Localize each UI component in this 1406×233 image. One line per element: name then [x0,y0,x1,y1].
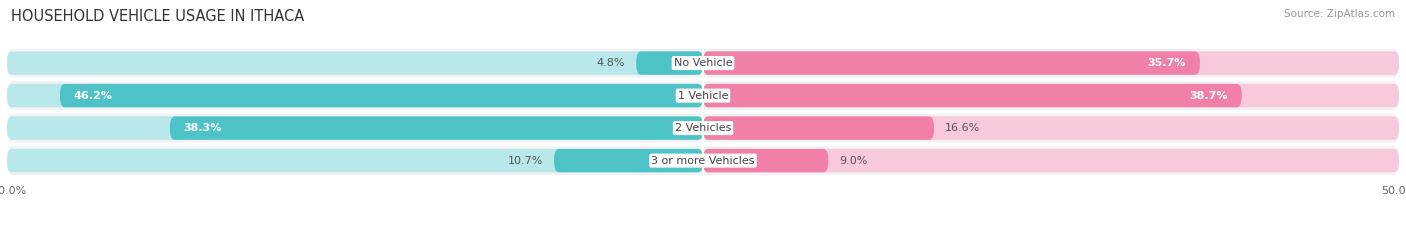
FancyBboxPatch shape [703,116,934,140]
FancyBboxPatch shape [7,114,1399,142]
Text: 3 or more Vehicles: 3 or more Vehicles [651,156,755,166]
Text: 2 Vehicles: 2 Vehicles [675,123,731,133]
FancyBboxPatch shape [7,51,703,75]
Text: 38.7%: 38.7% [1189,91,1227,101]
FancyBboxPatch shape [703,149,1399,172]
FancyBboxPatch shape [703,116,1399,140]
Text: 38.3%: 38.3% [184,123,222,133]
FancyBboxPatch shape [7,49,1399,77]
FancyBboxPatch shape [7,84,703,107]
FancyBboxPatch shape [7,81,1399,110]
FancyBboxPatch shape [703,51,1399,75]
FancyBboxPatch shape [7,149,703,172]
FancyBboxPatch shape [703,84,1241,107]
Text: 9.0%: 9.0% [839,156,868,166]
FancyBboxPatch shape [7,116,703,140]
FancyBboxPatch shape [554,149,703,172]
Text: No Vehicle: No Vehicle [673,58,733,68]
Text: 46.2%: 46.2% [75,91,112,101]
Text: 1 Vehicle: 1 Vehicle [678,91,728,101]
FancyBboxPatch shape [636,51,703,75]
Text: 4.8%: 4.8% [596,58,626,68]
Text: 10.7%: 10.7% [508,156,543,166]
Text: 35.7%: 35.7% [1147,58,1187,68]
FancyBboxPatch shape [703,51,1199,75]
Text: HOUSEHOLD VEHICLE USAGE IN ITHACA: HOUSEHOLD VEHICLE USAGE IN ITHACA [11,9,305,24]
FancyBboxPatch shape [170,116,703,140]
FancyBboxPatch shape [7,146,1399,175]
FancyBboxPatch shape [703,149,828,172]
Text: Source: ZipAtlas.com: Source: ZipAtlas.com [1284,9,1395,19]
FancyBboxPatch shape [60,84,703,107]
FancyBboxPatch shape [703,84,1399,107]
Text: 16.6%: 16.6% [945,123,980,133]
